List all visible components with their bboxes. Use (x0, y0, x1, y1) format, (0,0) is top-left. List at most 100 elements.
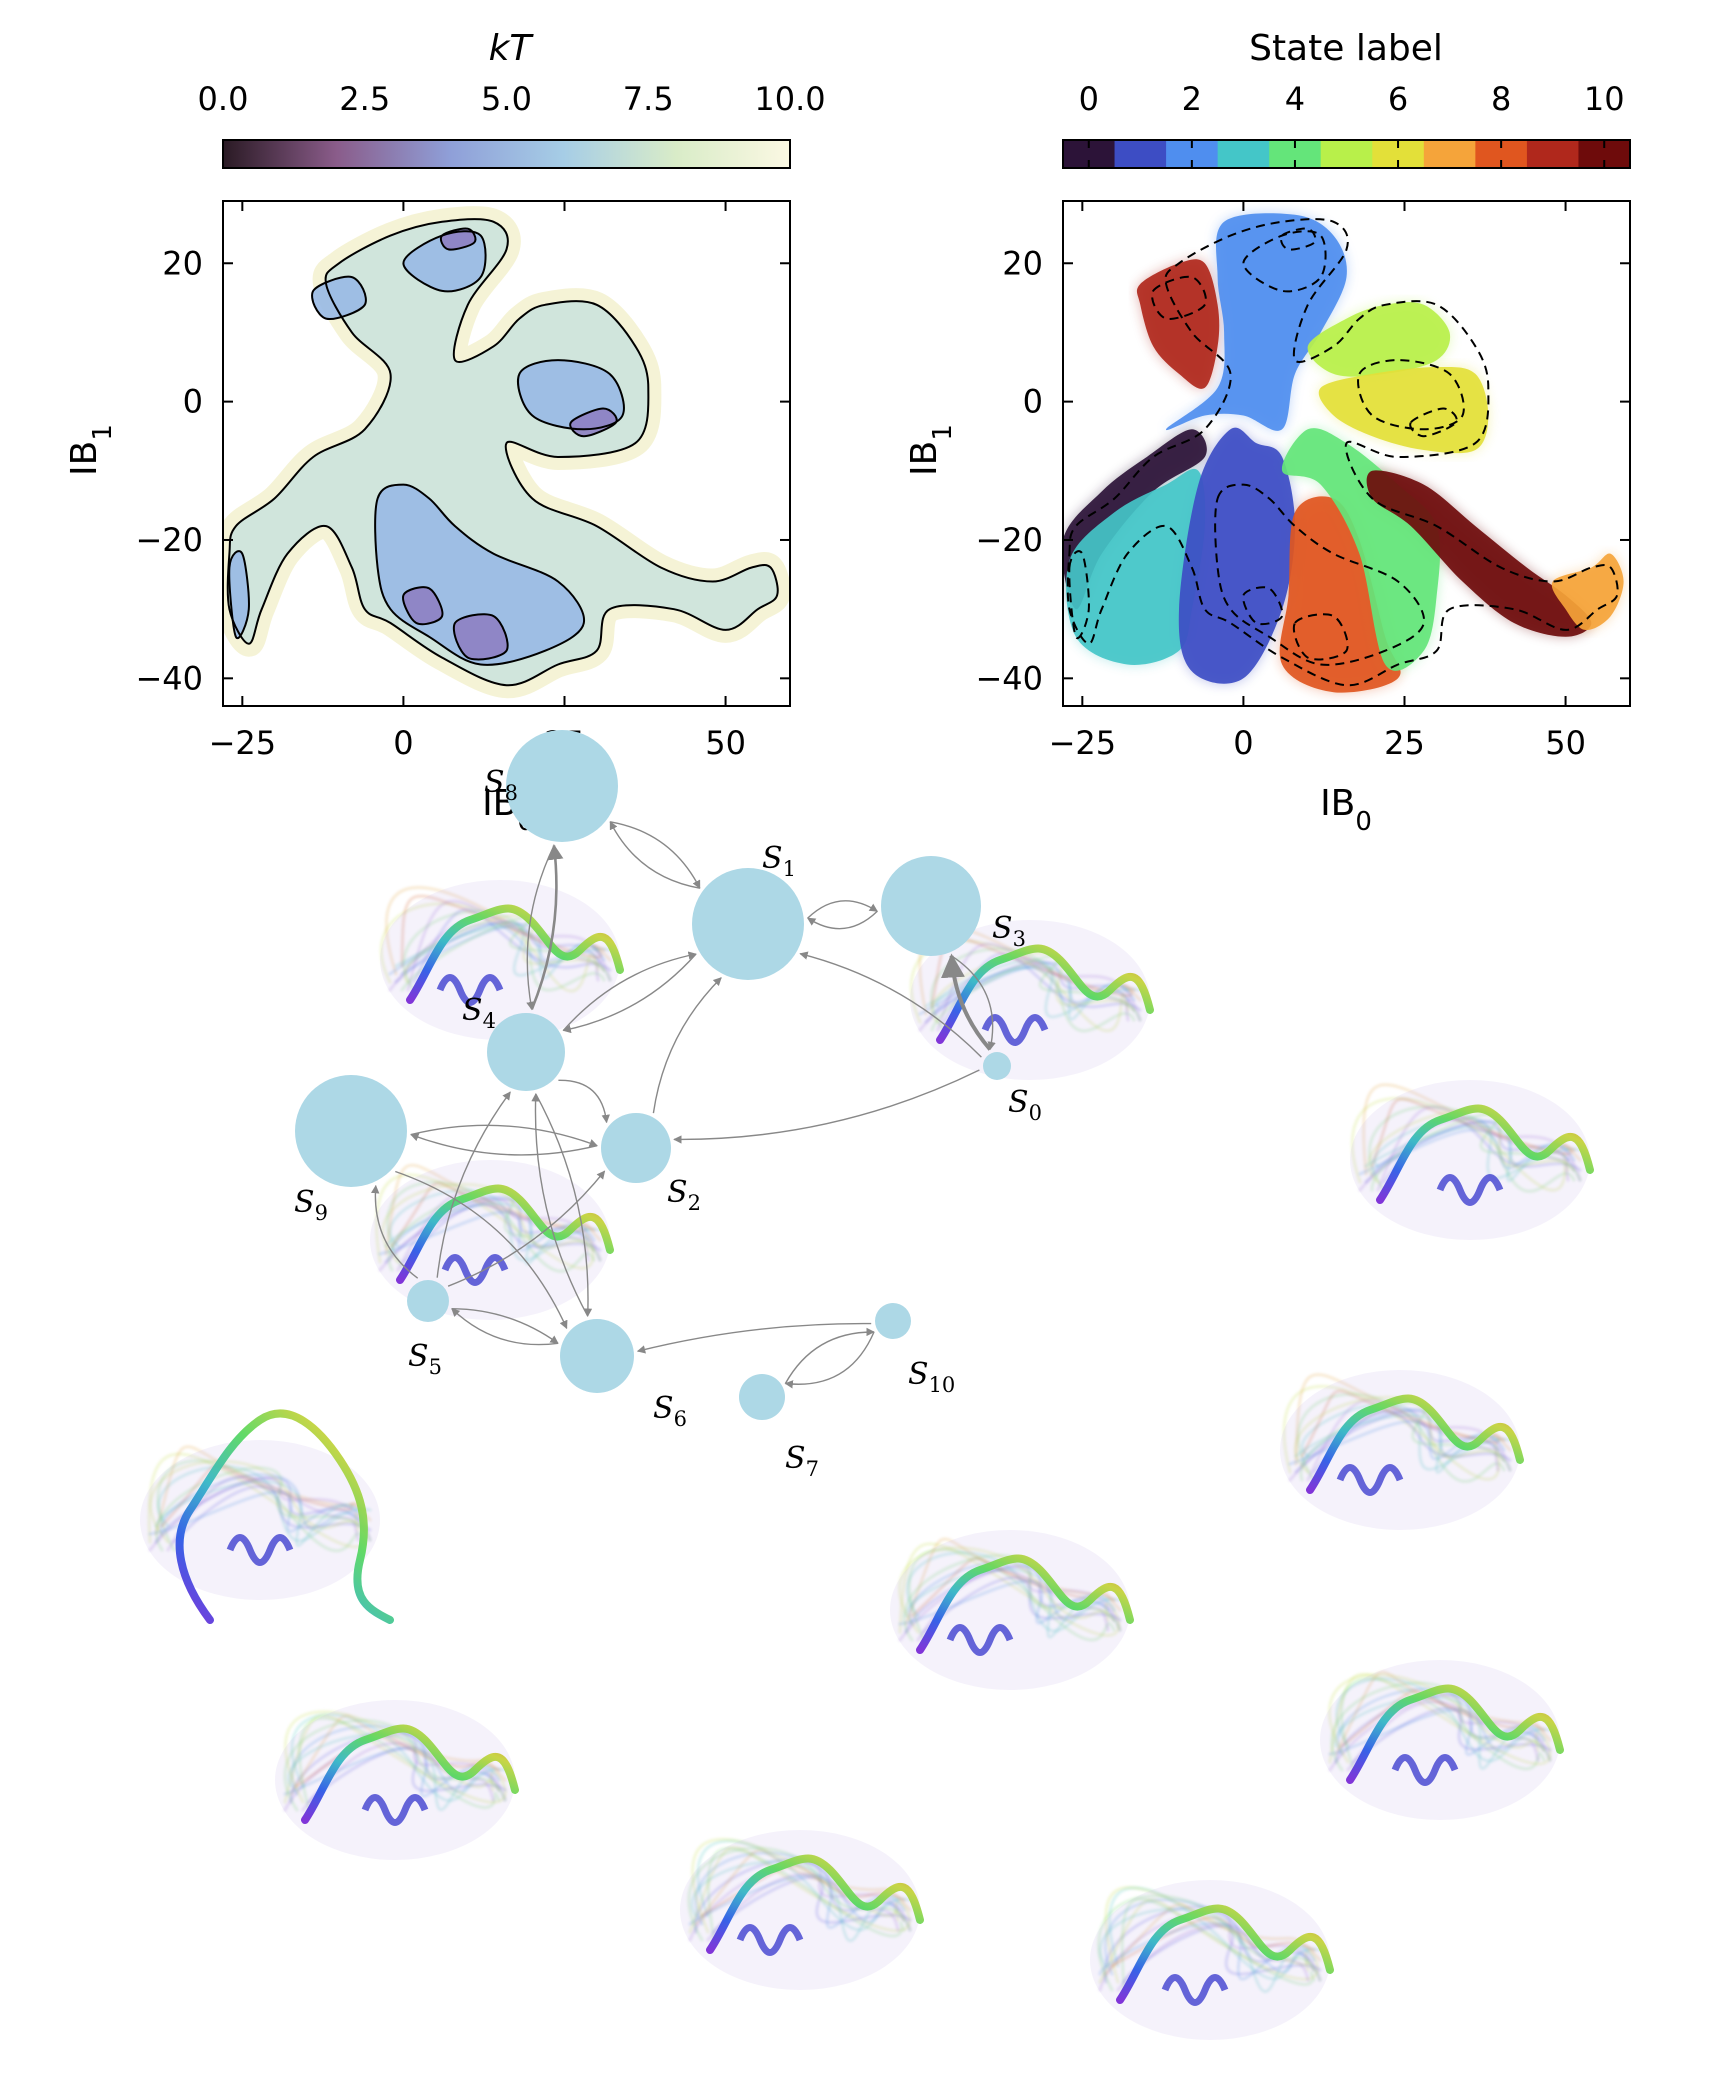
x-tick-label: 50 (705, 724, 746, 762)
transition-edge (371, 1184, 419, 1279)
transition-edge (610, 821, 701, 889)
state-colorbar-swatch (1320, 140, 1373, 168)
x-tick-label: 0 (1233, 724, 1253, 762)
transition-edge (558, 1079, 610, 1124)
right-axes: −25 0 25 50 20 0 −20 −40 (975, 201, 1630, 762)
state-colorbar-tick-label: 8 (1491, 80, 1511, 118)
protein-structure-image (1280, 1370, 1524, 1530)
transition-edge (784, 1331, 875, 1389)
right-plot-frame (1062, 200, 1631, 707)
state-colorbar-tick-label: 0 (1079, 80, 1099, 118)
y-tick-label: −20 (975, 521, 1043, 559)
transition-edge (436, 1091, 511, 1278)
transition-edge (447, 1170, 606, 1287)
state-node-s10 (875, 1303, 911, 1339)
state-labels: S8 S1 S3 S0 S4 S9 S2 S5 S6 S10 S7 (294, 765, 1042, 1481)
transition-edge (799, 951, 982, 1058)
transition-edge (652, 977, 722, 1114)
protein-structure-image (379, 880, 624, 1040)
state-region (1165, 213, 1347, 431)
state-label-s4: S4 (462, 993, 496, 1033)
transition-edge (673, 1069, 980, 1144)
transition-edges (371, 821, 996, 1389)
x-tick-label: 50 (1545, 724, 1586, 762)
state-colorbar-tick-label: 6 (1388, 80, 1408, 118)
protein-structure-renderings (140, 880, 1594, 2040)
protein-structure-image (370, 1160, 614, 1320)
state-colorbar-ticks: 0 2 4 6 8 10 (1079, 80, 1625, 168)
state-label-s5: S5 (408, 1339, 442, 1379)
energy-contour-line (452, 613, 509, 661)
state-region (1279, 496, 1401, 693)
transition-edge (410, 1124, 598, 1147)
state-colorbar-swatch (1526, 140, 1579, 168)
transition-edge (807, 900, 879, 919)
state-colorbar-swatch (1114, 140, 1167, 168)
state-colorbar-tick-label: 10 (1584, 80, 1625, 118)
state-label-s2: S2 (667, 1175, 701, 1215)
state-label-s1: S1 (762, 841, 796, 881)
transition-edge (530, 843, 564, 1010)
state-node-s5 (407, 1280, 449, 1322)
density-contour-dashed (1357, 359, 1465, 431)
state-node-s3 (881, 856, 981, 956)
density-contour-dashed (1068, 550, 1090, 640)
energy-contour-line (226, 218, 779, 687)
free-energy-surface (223, 206, 790, 699)
state-label-s0: S0 (1008, 1085, 1042, 1125)
y-tick-label: 20 (162, 244, 203, 282)
protein-structure-image (909, 920, 1154, 1080)
state-density-contours (1066, 218, 1619, 687)
state-region (1066, 468, 1206, 665)
state-label-s8: S8 (484, 765, 518, 805)
right-y-axis-title: IB1 (904, 424, 958, 476)
energy-level-fill (453, 614, 508, 660)
density-contour-dashed (1242, 586, 1284, 626)
state-region (1063, 429, 1207, 610)
density-contour-dashed (1242, 230, 1327, 293)
state-label-s10: S10 (908, 1357, 955, 1397)
state-node-s1 (692, 868, 804, 980)
x-tick-label: 0 (393, 724, 413, 762)
state-region (1178, 427, 1295, 684)
kt-colorbar-tick-label: 0.0 (198, 80, 249, 118)
protein-structure-image (1090, 1880, 1334, 2040)
transition-edge (451, 1308, 559, 1346)
state-region (1136, 259, 1220, 389)
energy-contour-line (402, 586, 444, 626)
transition-edge (531, 1093, 589, 1317)
free-energy-contours (226, 218, 779, 687)
state-node-s2 (601, 1113, 671, 1183)
energy-level-fill (312, 276, 366, 319)
state-region (1551, 553, 1624, 631)
energy-contour-line (374, 483, 585, 666)
protein-structure-image (1320, 1660, 1564, 1820)
right-x-axis-title: IB0 (1320, 783, 1372, 837)
energy-contour-line (402, 230, 487, 293)
energy-contour-line (569, 407, 618, 438)
state-colorbar (1062, 139, 1631, 169)
protein-structure-image (1350, 1080, 1594, 1240)
state-node-s9 (295, 1075, 407, 1187)
density-contour-dashed (1066, 218, 1619, 687)
energy-contour-line (228, 550, 250, 640)
state-colorbar-swatch (1217, 140, 1270, 168)
kt-colorbar-tick-label: 5.0 (481, 80, 532, 118)
transition-edge (636, 1322, 872, 1354)
state-region (1307, 302, 1451, 377)
transition-edge (784, 1327, 875, 1384)
x-tick-label: 25 (1384, 724, 1425, 762)
state-colorbar-tick-label: 2 (1182, 80, 1202, 118)
density-contour-dashed (1292, 613, 1349, 661)
energy-contour-line (517, 359, 625, 431)
transition-edge (395, 1170, 568, 1330)
protein-structure-image (275, 1700, 519, 1860)
density-contour-dashed (1151, 275, 1207, 320)
kt-colorbar-tick-label: 7.5 (623, 80, 674, 118)
y-tick-label: 20 (1002, 244, 1043, 282)
state-label-panel: State label 0 2 4 6 8 10 −25 0 25 50 20 0 −20 −40 IB… (904, 28, 1631, 837)
left-y-axis-title: IB1 (64, 424, 118, 476)
state-colorbar-swatch (1423, 140, 1476, 168)
y-tick-label: 0 (1023, 383, 1043, 421)
